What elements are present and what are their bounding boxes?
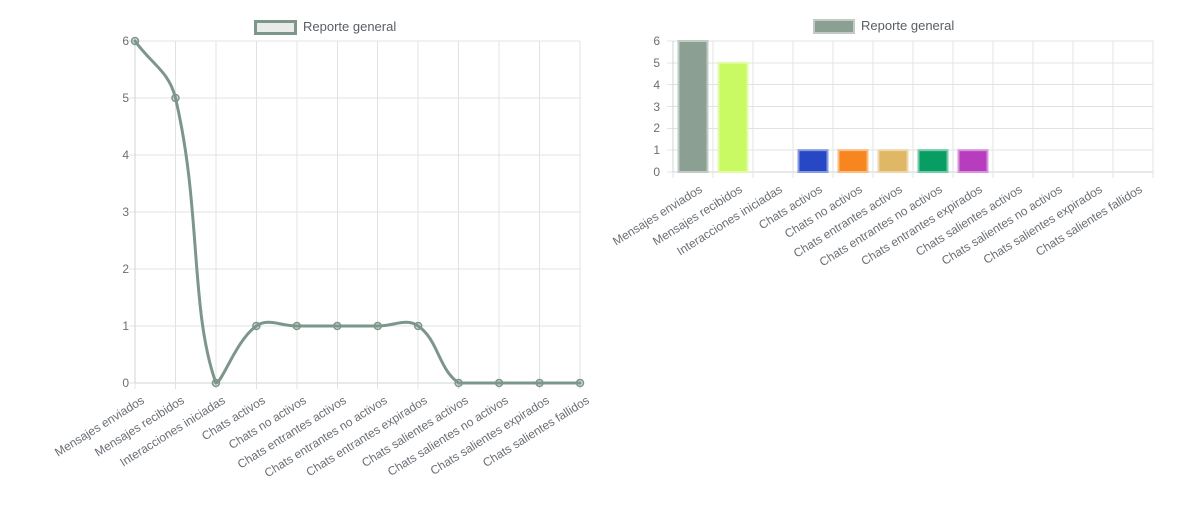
line-legend-swatch-icon <box>254 19 297 35</box>
bar-y-tick-label: 3 <box>653 99 660 114</box>
line-legend-label: Reporte general <box>303 19 397 34</box>
bar-y-tick-label: 1 <box>653 143 660 158</box>
line-y-tick-label: 4 <box>122 148 129 162</box>
bar-y-tick-label: 5 <box>653 55 660 70</box>
bar-y-tick-label: 2 <box>653 121 660 136</box>
bar-0 <box>677 40 709 173</box>
bar-y-tick-label: 6 <box>653 34 660 48</box>
bar-7 <box>957 149 989 174</box>
line-y-tick-label: 3 <box>122 205 129 219</box>
line-chart-legend[interactable]: Reporte general <box>254 19 396 35</box>
bar-y-tick-label: 0 <box>653 165 660 179</box>
bar-3 <box>797 149 829 174</box>
line-y-tick-label: 0 <box>122 376 129 390</box>
bar-4 <box>837 149 869 174</box>
bar-6 <box>917 149 949 174</box>
bar-legend-label: Reporte general <box>861 18 955 33</box>
bar-y-tick-label: 4 <box>653 77 660 92</box>
bar-chart-legend[interactable]: Reporte general <box>813 18 954 34</box>
bar-legend-swatch-icon <box>813 18 855 34</box>
line-y-tick-label: 2 <box>122 262 129 276</box>
bar-1 <box>717 61 749 173</box>
bar-5 <box>877 149 909 174</box>
line-y-tick-label: 1 <box>122 319 129 333</box>
line-y-tick-label: 6 <box>122 34 129 48</box>
line-y-tick-label: 5 <box>122 91 129 105</box>
